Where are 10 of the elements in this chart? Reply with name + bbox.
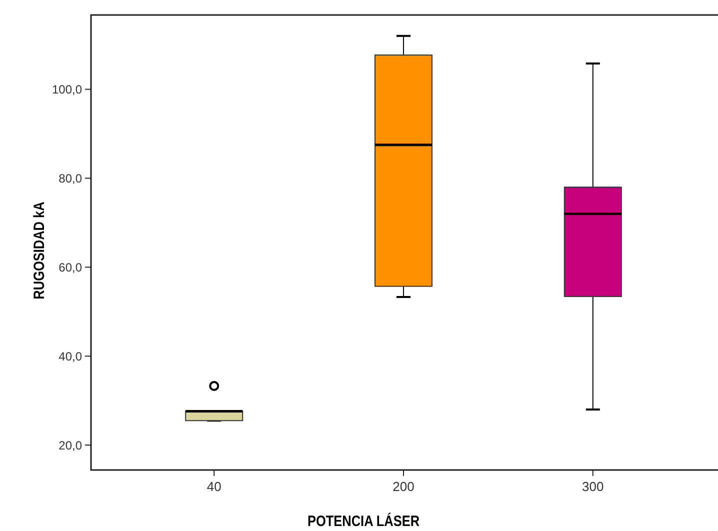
x-axis-title: POTENCIA LÁSER [307, 512, 420, 530]
y-tick-label: 40,0 [58, 349, 82, 364]
y-tick-label: 100,0 [52, 82, 82, 96]
y-axis-title: RUGOSIDAD kA [30, 202, 48, 300]
x-tick-label: 200 [392, 479, 414, 494]
x-tick-label: 40 [206, 479, 222, 494]
y-tick-label: 80,0 [58, 171, 82, 186]
y-tick-label: 60,0 [58, 260, 82, 274]
x-tick-label: 300 [582, 479, 604, 494]
y-tick-label: 20,0 [58, 438, 82, 452]
